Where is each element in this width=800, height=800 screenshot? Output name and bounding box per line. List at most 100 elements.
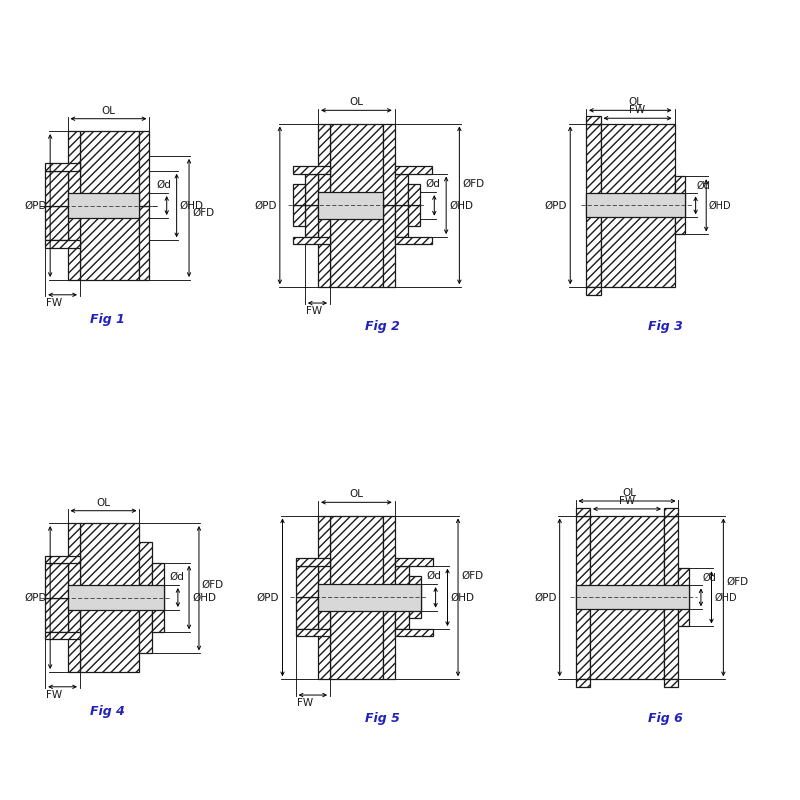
Text: ØHD: ØHD xyxy=(709,200,731,210)
Bar xyxy=(586,206,601,287)
Bar xyxy=(664,679,678,686)
Bar xyxy=(586,287,601,294)
Bar xyxy=(586,116,601,123)
Text: Ød: Ød xyxy=(702,573,716,583)
Bar xyxy=(674,206,685,234)
Text: ØHD: ØHD xyxy=(450,592,474,602)
Bar xyxy=(575,679,590,686)
Text: OL: OL xyxy=(350,489,363,499)
Bar xyxy=(586,123,601,206)
Bar xyxy=(67,523,80,598)
Bar xyxy=(575,515,590,598)
Bar xyxy=(152,563,164,598)
Bar xyxy=(383,123,394,206)
Bar xyxy=(575,508,590,515)
Bar xyxy=(139,598,152,654)
Bar xyxy=(67,206,80,280)
Text: Fig 3: Fig 3 xyxy=(648,320,682,334)
Bar xyxy=(410,598,421,618)
Text: ØHD: ØHD xyxy=(192,593,216,602)
Text: ØFD: ØFD xyxy=(462,179,485,190)
Text: ØFD: ØFD xyxy=(462,571,483,582)
Bar xyxy=(394,598,409,629)
Text: FW: FW xyxy=(630,105,646,115)
Bar xyxy=(586,194,685,218)
Bar xyxy=(139,542,152,598)
Text: ØPD: ØPD xyxy=(25,593,47,602)
Bar xyxy=(45,163,80,170)
Bar xyxy=(45,240,80,248)
Text: Fig 4: Fig 4 xyxy=(90,705,125,718)
Text: OL: OL xyxy=(622,488,637,498)
Bar xyxy=(152,598,164,632)
Bar xyxy=(293,184,305,206)
Bar xyxy=(330,123,383,206)
Bar xyxy=(394,558,433,566)
Text: Fig 2: Fig 2 xyxy=(366,320,400,334)
Bar xyxy=(408,206,420,226)
Bar xyxy=(45,170,67,206)
Text: ØPD: ØPD xyxy=(545,200,567,210)
Bar xyxy=(67,193,139,218)
Text: FW: FW xyxy=(297,698,313,708)
Text: Fig 5: Fig 5 xyxy=(366,712,400,726)
Bar xyxy=(139,131,150,206)
Text: ØPD: ØPD xyxy=(257,592,279,602)
Bar xyxy=(45,632,80,639)
Bar xyxy=(394,237,432,245)
Text: Ød: Ød xyxy=(157,180,172,190)
Text: Ød: Ød xyxy=(426,179,440,189)
Bar xyxy=(383,206,394,287)
Bar xyxy=(80,598,139,672)
Bar xyxy=(67,131,80,206)
Bar xyxy=(408,184,420,206)
Bar xyxy=(45,598,67,632)
Bar xyxy=(678,598,689,626)
Bar xyxy=(80,206,139,280)
Bar xyxy=(394,166,432,174)
Text: FW: FW xyxy=(619,496,635,506)
Bar xyxy=(394,629,433,637)
Bar xyxy=(318,206,330,287)
Bar xyxy=(383,598,394,679)
Bar xyxy=(318,192,383,218)
Bar xyxy=(318,584,421,610)
Bar xyxy=(296,558,330,566)
Bar xyxy=(590,598,664,679)
Bar xyxy=(45,563,67,598)
Bar xyxy=(293,237,330,245)
Bar xyxy=(330,515,383,598)
Text: OL: OL xyxy=(97,498,110,508)
Text: ØFD: ØFD xyxy=(192,208,214,218)
Bar xyxy=(601,206,674,287)
Bar xyxy=(330,598,383,679)
Text: FW: FW xyxy=(46,690,62,700)
Bar xyxy=(318,123,330,206)
Bar xyxy=(305,206,318,237)
Bar xyxy=(305,174,318,206)
Bar xyxy=(330,206,383,287)
Text: Fig 1: Fig 1 xyxy=(90,313,125,326)
Text: OL: OL xyxy=(629,97,642,107)
Bar xyxy=(383,515,394,598)
Bar xyxy=(575,586,689,610)
Bar xyxy=(678,568,689,598)
Bar xyxy=(139,206,150,280)
Bar xyxy=(296,629,330,637)
Bar xyxy=(575,598,590,679)
Text: ØPD: ØPD xyxy=(25,201,47,210)
Bar xyxy=(293,206,305,226)
Bar xyxy=(664,598,678,679)
Bar xyxy=(67,585,164,610)
Text: ØFD: ØFD xyxy=(726,577,749,586)
Text: ØFD: ØFD xyxy=(202,580,224,590)
Bar xyxy=(80,131,139,206)
Bar xyxy=(293,166,330,174)
Text: ØPD: ØPD xyxy=(534,592,557,602)
Text: Fig 6: Fig 6 xyxy=(648,712,682,726)
Bar xyxy=(590,515,664,598)
Bar xyxy=(601,123,674,206)
Text: ØPD: ØPD xyxy=(254,200,277,210)
Bar xyxy=(674,176,685,206)
Text: ØHD: ØHD xyxy=(450,200,474,210)
